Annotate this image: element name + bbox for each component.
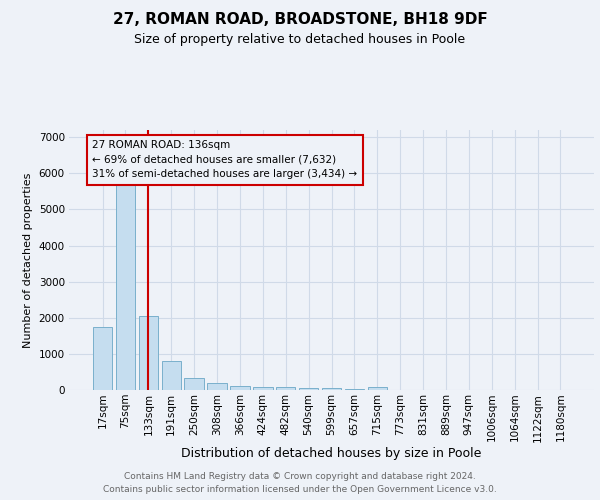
Bar [299, 388, 319, 390]
Bar [253, 387, 272, 390]
Bar [208, 383, 227, 390]
Bar [230, 386, 250, 390]
Bar [93, 327, 112, 390]
Bar [139, 316, 158, 390]
Bar [184, 378, 204, 390]
Text: 27, ROMAN ROAD, BROADSTONE, BH18 9DF: 27, ROMAN ROAD, BROADSTONE, BH18 9DF [113, 12, 487, 28]
Bar [344, 389, 364, 390]
Bar [276, 388, 295, 390]
Bar [322, 388, 341, 390]
Y-axis label: Number of detached properties: Number of detached properties [23, 172, 33, 348]
X-axis label: Distribution of detached houses by size in Poole: Distribution of detached houses by size … [181, 447, 482, 460]
Bar [116, 182, 135, 390]
Text: Contains public sector information licensed under the Open Government Licence v3: Contains public sector information licen… [103, 485, 497, 494]
Text: 27 ROMAN ROAD: 136sqm
← 69% of detached houses are smaller (7,632)
31% of semi-d: 27 ROMAN ROAD: 136sqm ← 69% of detached … [92, 140, 358, 179]
Text: Size of property relative to detached houses in Poole: Size of property relative to detached ho… [134, 32, 466, 46]
Bar [368, 387, 387, 390]
Text: Contains HM Land Registry data © Crown copyright and database right 2024.: Contains HM Land Registry data © Crown c… [124, 472, 476, 481]
Bar [161, 361, 181, 390]
